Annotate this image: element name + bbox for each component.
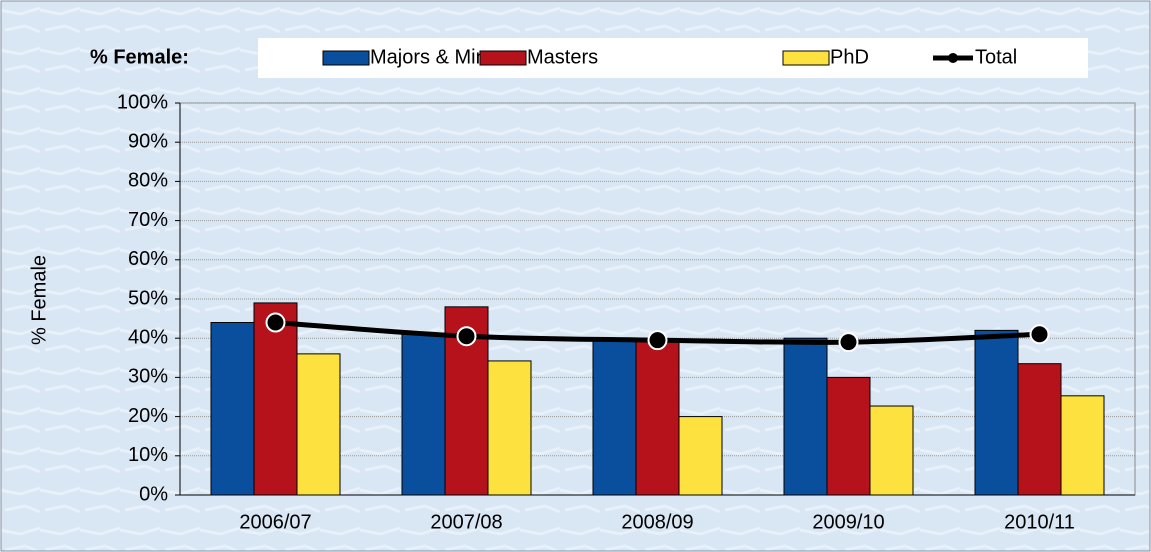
legend-swatch [948, 53, 958, 63]
bar [487, 360, 532, 496]
y-tick-label: 20% [128, 405, 168, 427]
x-tick-label: 2006/07 [239, 511, 311, 533]
y-tick-label: 0% [139, 483, 168, 505]
line-marker [265, 312, 286, 333]
bar [826, 376, 871, 496]
x-tick-label: 2007/08 [430, 511, 502, 533]
bar [869, 405, 914, 496]
bar [1060, 395, 1105, 496]
y-tick-label: 90% [128, 130, 168, 152]
y-tick-label: 70% [128, 209, 168, 231]
y-axis-label: % Female [28, 255, 50, 345]
bar [296, 353, 341, 496]
legend-swatch [479, 50, 527, 66]
bar [635, 339, 680, 496]
bar [974, 329, 1019, 496]
x-tick-label: 2010/11 [1004, 511, 1075, 533]
y-tick-label: 100% [117, 91, 168, 113]
legend-label: Masters [527, 46, 598, 68]
bar [783, 337, 828, 496]
x-tick-label: 2008/09 [621, 511, 693, 533]
line-marker [838, 332, 859, 353]
y-tick-label: 80% [128, 170, 168, 192]
y-tick-label: 10% [128, 444, 168, 466]
legend-label: Majors & Minors [370, 46, 514, 68]
bar [401, 333, 446, 496]
bar [253, 302, 298, 496]
y-tick-label: 30% [128, 366, 168, 388]
bar [592, 337, 637, 496]
line-marker [1029, 324, 1050, 345]
x-tick-label: 2009/10 [812, 511, 884, 533]
y-tick-label: 60% [128, 248, 168, 270]
y-tick-label: 50% [128, 287, 168, 309]
legend-title: % Female: [90, 46, 189, 68]
line-marker [647, 330, 668, 351]
legend-label: Total [975, 46, 1017, 68]
bar [210, 322, 255, 496]
legend-swatch [322, 50, 370, 66]
legend-swatch [782, 50, 830, 66]
y-tick-label: 40% [128, 326, 168, 348]
bar [1017, 363, 1062, 496]
legend-label: PhD [830, 46, 869, 68]
bar [678, 416, 723, 496]
line-marker [456, 326, 477, 347]
